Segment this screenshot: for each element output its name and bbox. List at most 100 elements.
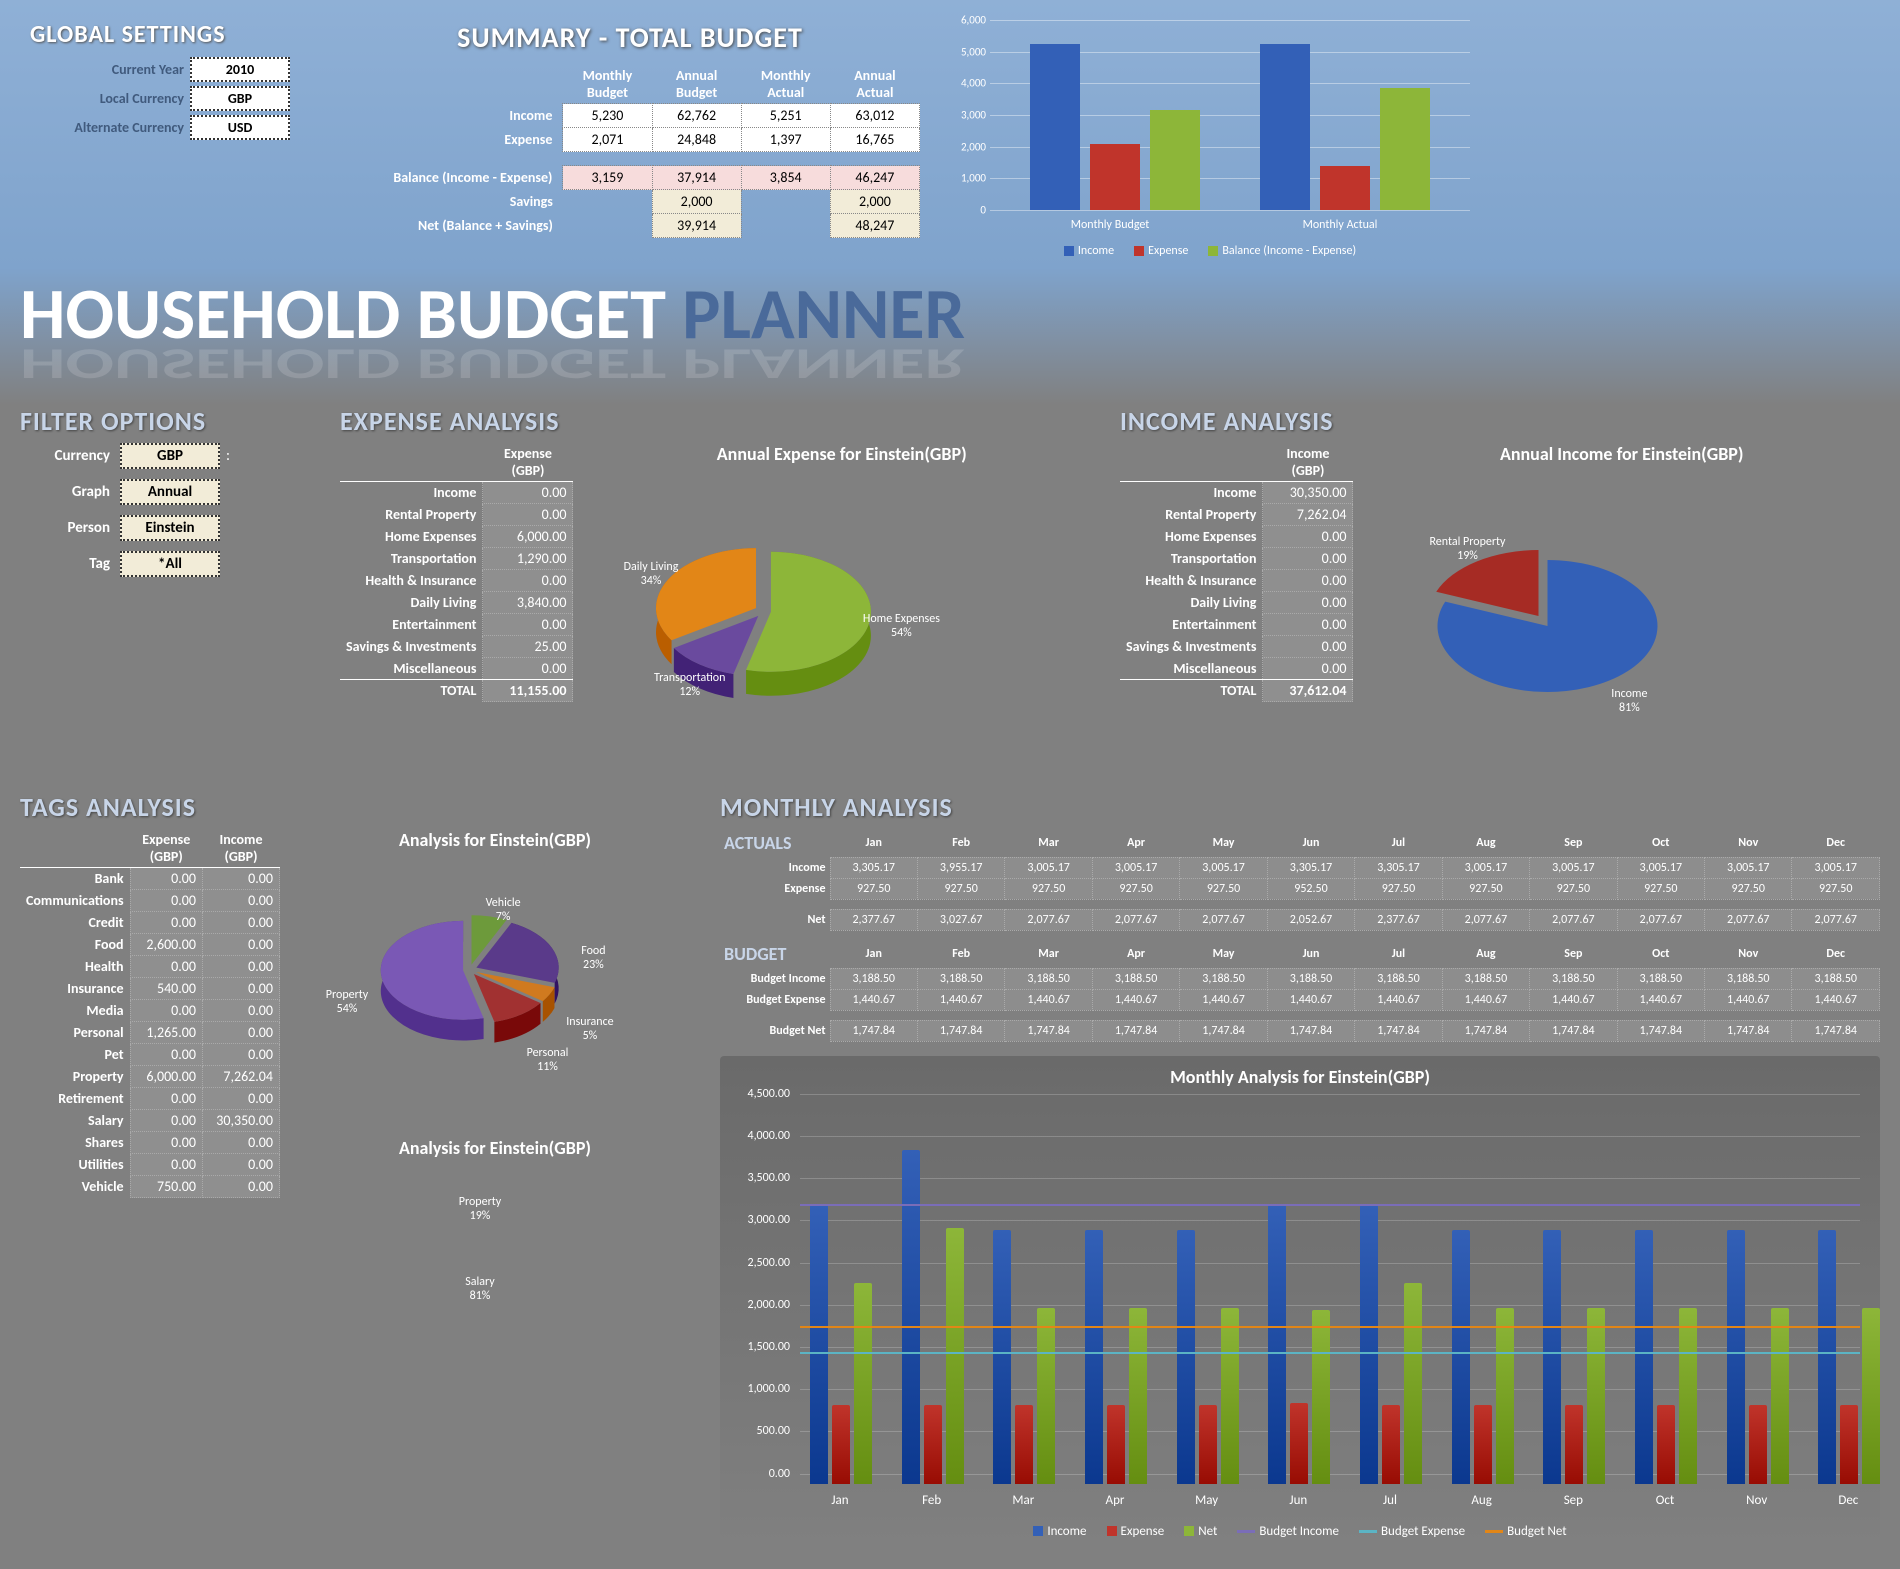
tag-inc: 7,262.04	[203, 1066, 280, 1088]
table-row: Salary0.0030,350.00	[20, 1110, 280, 1132]
tag-exp: 540.00	[130, 978, 202, 1000]
tag-exp: 6,000.00	[130, 1066, 202, 1088]
summary-cell: 63,012	[830, 104, 919, 128]
monthly-bar-income	[810, 1205, 828, 1484]
monthly-cell: 3,188.50	[1092, 968, 1179, 989]
tags-title: TAGS ANALYSIS	[20, 791, 700, 823]
monthly-cell: 3,005.17	[1180, 857, 1267, 878]
monthly-cell: 1,440.67	[917, 989, 1004, 1010]
tag-exp: 0.00	[130, 890, 202, 912]
filter-field[interactable]: Einstein	[120, 515, 220, 541]
table-row: Income30,350.00	[1120, 482, 1353, 504]
table-row: Entertainment0.00	[340, 614, 573, 636]
summary-panel: SUMMARY - TOTAL BUDGET Monthly BudgetAnn…	[340, 20, 920, 238]
global-setting-field[interactable]: GBP	[190, 86, 290, 111]
tag-exp: 0.00	[130, 868, 202, 890]
filter-row: PersonEinstein	[20, 515, 320, 541]
table-row: Food2,600.000.00	[20, 934, 280, 956]
income-chart-title: Annual Income for Einstein(GBP)	[1363, 443, 1880, 465]
tag-inc: 0.00	[203, 1132, 280, 1154]
filter-title: FILTER OPTIONS	[20, 405, 320, 437]
tag-label: Health	[20, 956, 130, 978]
table-row: Home Expenses0.00	[1120, 526, 1353, 548]
monthly-cell: 1,440.67	[1442, 989, 1529, 1010]
filter-label: Currency	[20, 447, 120, 465]
summary-chart-ylabel: 2,000	[950, 140, 986, 153]
monthly-bar-income	[1268, 1205, 1286, 1484]
summary-row: Expense2,07124,8481,39716,765	[340, 128, 920, 152]
dashboard-row1: FILTER OPTIONS CurrencyGBP :GraphAnnualP…	[0, 405, 1900, 791]
pie-slice-label: Salary81%	[430, 1275, 530, 1303]
dashboard-row2: TAGS ANALYSIS Expense (GBP)Income (GBP) …	[0, 791, 1900, 1569]
monthly-chart-xlabel: Mar	[983, 1493, 1063, 1508]
summary-cell	[563, 190, 652, 214]
monthly-cell: 2,077.67	[1617, 909, 1704, 930]
amount-cell: 25.00	[483, 636, 573, 658]
tags-panel: TAGS ANALYSIS Expense (GBP)Income (GBP) …	[20, 791, 700, 1549]
table-row: Daily Living3,840.00	[340, 592, 573, 614]
tag-exp: 0.00	[130, 1044, 202, 1066]
monthly-cell: 3,188.50	[1792, 968, 1880, 989]
monthly-cell: 1,440.67	[1005, 989, 1092, 1010]
monthly-data-row: Budget Income3,188.503,188.503,188.503,1…	[720, 968, 1880, 989]
monthly-bar-net	[1496, 1308, 1514, 1483]
legend-label: Income	[1047, 1524, 1086, 1539]
monthly-chart-xlabel: Sep	[1533, 1493, 1613, 1508]
monthly-cell: 1,440.67	[1705, 989, 1792, 1010]
table-row: Vehicle750.000.00	[20, 1176, 280, 1198]
summary-cell: 2,000	[830, 190, 919, 214]
monthly-bar-group	[902, 1150, 964, 1484]
monthly-data-row: Income3,305.173,955.173,005.173,005.173,…	[720, 857, 1880, 878]
monthly-cell: 1,440.67	[1792, 989, 1880, 1010]
table-row: Pet0.000.00	[20, 1044, 280, 1066]
tag-label: Vehicle	[20, 1176, 130, 1198]
summary-cell: 48,247	[830, 214, 919, 238]
monthly-bar-net	[946, 1228, 964, 1484]
category-label: Entertainment	[1120, 614, 1263, 636]
filter-field[interactable]: Annual	[120, 479, 220, 505]
summary-legend-item: Expense	[1134, 244, 1188, 258]
monthly-row-label: Expense	[720, 878, 830, 899]
summary-title: SUMMARY - TOTAL BUDGET	[340, 20, 920, 55]
monthly-header-row: ACTUALSJanFebMarAprMayJunJulAugSepOctNov…	[720, 829, 1880, 857]
month-header: Jul	[1355, 940, 1442, 968]
tags-pie2: Property19%Salary81%	[290, 1165, 700, 1365]
legend-label: Expense	[1121, 1524, 1165, 1539]
summary-row: Balance (Income - Expense)3,15937,9143,8…	[340, 166, 920, 190]
monthly-cell: 1,440.67	[830, 989, 917, 1010]
monthly-bar-expense	[1657, 1405, 1675, 1483]
tag-inc: 0.00	[203, 1022, 280, 1044]
category-label: Daily Living	[340, 592, 483, 614]
tags-header-exp: Expense (GBP)	[130, 829, 202, 868]
monthly-bar-net	[1404, 1283, 1422, 1484]
summary-chart-bar	[1260, 44, 1310, 210]
monthly-cell: 3,005.17	[1530, 857, 1617, 878]
summary-chart-bar	[1150, 110, 1200, 210]
monthly-chart-xlabel: Nov	[1717, 1493, 1797, 1508]
summary-row: Savings2,0002,000	[340, 190, 920, 214]
global-setting-field[interactable]: 2010	[190, 57, 290, 82]
month-header: Dec	[1792, 940, 1880, 968]
filter-field[interactable]: *All	[120, 551, 220, 577]
tags-chart1-title: Analysis for Einstein(GBP)	[290, 829, 700, 851]
filter-field[interactable]: GBP	[120, 443, 220, 469]
month-header: Oct	[1617, 829, 1704, 857]
month-header: Sep	[1530, 829, 1617, 857]
monthly-row-label: Budget Expense	[720, 989, 830, 1010]
category-label: Health & Insurance	[340, 570, 483, 592]
pie-slice-label: Insurance5%	[545, 1015, 635, 1043]
monthly-cell: 1,747.84	[1180, 1020, 1267, 1041]
table-row: Credit0.000.00	[20, 912, 280, 934]
monthly-row-label: Budget Income	[720, 968, 830, 989]
month-header: Mar	[1005, 940, 1092, 968]
expense-pie: Home Expenses54%Transportation12%Daily L…	[583, 471, 943, 771]
global-setting-row: Alternate CurrencyUSD	[30, 115, 310, 140]
monthly-bar-expense	[1474, 1405, 1492, 1483]
tag-inc: 0.00	[203, 978, 280, 1000]
summary-col: Annual Actual	[830, 65, 919, 104]
tag-label: Personal	[20, 1022, 130, 1044]
global-setting-field[interactable]: USD	[190, 115, 290, 140]
tag-exp: 750.00	[130, 1176, 202, 1198]
tag-label: Media	[20, 1000, 130, 1022]
tag-exp: 0.00	[130, 912, 202, 934]
